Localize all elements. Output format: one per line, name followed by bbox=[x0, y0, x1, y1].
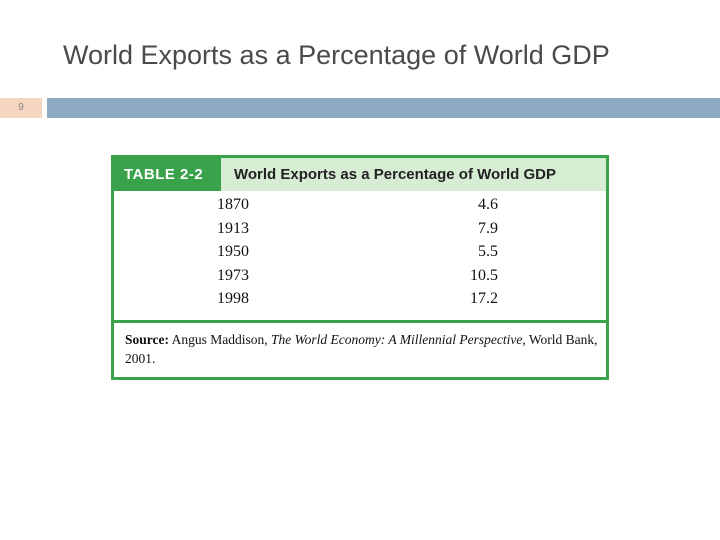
value-cell: 7.9 bbox=[478, 219, 498, 237]
table-row: 1870 4.6 bbox=[114, 196, 606, 220]
value-cell: 17.2 bbox=[470, 290, 498, 307]
year-cell: 1998 bbox=[217, 290, 249, 307]
table-row: 1973 10.5 bbox=[114, 267, 606, 291]
year-cell: 1950 bbox=[217, 243, 249, 260]
source-note: Source: Angus Maddison, The World Econom… bbox=[125, 330, 600, 368]
year-cell: 1973 bbox=[217, 266, 249, 284]
table-divider bbox=[114, 320, 606, 323]
table-title: World Exports as a Percentage of World G… bbox=[234, 166, 557, 183]
year-cell: 1870 bbox=[217, 196, 249, 213]
value-cell: 4.6 bbox=[478, 196, 498, 213]
value-cell: 5.5 bbox=[478, 243, 498, 260]
slide-title: World Exports as a Percentage of World G… bbox=[63, 40, 610, 70]
table-header: TABLE 2-2 World Exports as a Percentage … bbox=[114, 158, 606, 191]
source-author: Angus Maddison, bbox=[169, 332, 272, 347]
source-publisher: , World Bank, 2001. bbox=[125, 332, 598, 366]
year-cell: 1913 bbox=[217, 219, 249, 237]
table-row: 1950 5.5 bbox=[114, 243, 606, 267]
table-row: 1998 17.2 bbox=[114, 290, 606, 314]
data-table: TABLE 2-2 World Exports as a Percentage … bbox=[111, 155, 609, 380]
source-work-title: The World Economy: A Millennial Perspect… bbox=[271, 332, 523, 347]
table-label: TABLE 2-2 bbox=[114, 158, 221, 191]
table-row: 1913 7.9 bbox=[114, 220, 606, 244]
table-body: 1870 4.6 1913 7.9 1950 5.5 1973 10.5 199… bbox=[114, 196, 606, 314]
page-number: 9 bbox=[0, 98, 42, 118]
source-label: Source: bbox=[125, 332, 169, 347]
title-accent-bar bbox=[47, 98, 720, 118]
value-cell: 10.5 bbox=[470, 266, 498, 284]
